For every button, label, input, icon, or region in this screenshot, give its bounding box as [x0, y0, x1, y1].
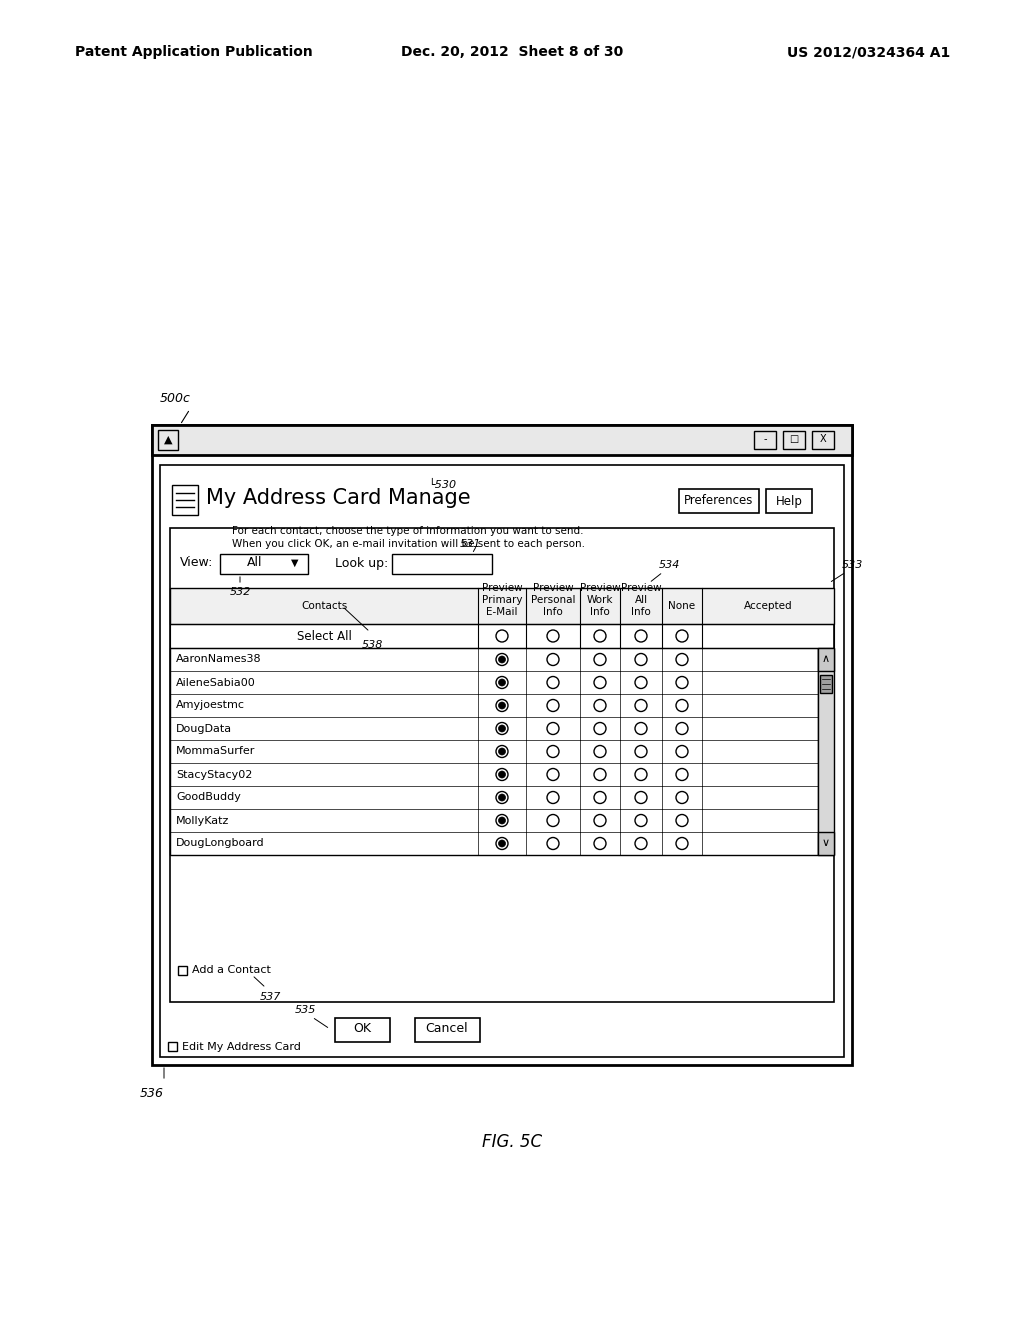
Text: For each contact, choose the type of information you want to send.: For each contact, choose the type of inf… — [232, 525, 584, 536]
Bar — [170, 648, 818, 855]
Text: Preview: Preview — [580, 583, 621, 593]
Text: AaronNames38: AaronNames38 — [176, 655, 261, 664]
Text: FIG. 5C: FIG. 5C — [482, 1133, 542, 1151]
Text: □: □ — [790, 434, 799, 444]
Circle shape — [499, 725, 506, 733]
Bar — [754, 432, 776, 449]
Text: MommaSurfer: MommaSurfer — [176, 747, 255, 756]
Bar — [818, 648, 834, 671]
Text: 535: 535 — [295, 1005, 316, 1015]
Text: 536: 536 — [140, 1086, 164, 1100]
Text: Preview: Preview — [481, 583, 522, 593]
Circle shape — [499, 678, 506, 686]
Text: 533: 533 — [842, 560, 863, 570]
Text: Personal
Info: Personal Info — [530, 595, 575, 616]
Text: 500c: 500c — [160, 392, 190, 405]
Text: Edit My Address Card: Edit My Address Card — [182, 1041, 301, 1052]
Text: 534: 534 — [659, 560, 680, 570]
Circle shape — [499, 748, 506, 755]
Bar — [158, 430, 178, 450]
Text: Accepted: Accepted — [743, 601, 793, 611]
Text: None: None — [669, 601, 695, 611]
Bar — [170, 587, 834, 624]
Bar — [679, 488, 759, 513]
Text: Add a Contact: Add a Contact — [193, 965, 271, 975]
Circle shape — [499, 656, 506, 663]
Text: DougLongboard: DougLongboard — [176, 838, 264, 849]
Text: Patent Application Publication: Patent Application Publication — [75, 45, 312, 59]
Text: StacyStacy02: StacyStacy02 — [176, 770, 252, 780]
Text: Preview: Preview — [621, 583, 662, 593]
Text: Dec. 20, 2012  Sheet 8 of 30: Dec. 20, 2012 Sheet 8 of 30 — [400, 45, 624, 59]
Text: ∨: ∨ — [822, 838, 830, 849]
Text: 532: 532 — [230, 587, 251, 597]
Text: View:: View: — [180, 557, 213, 569]
Text: Amyjoestmc: Amyjoestmc — [176, 701, 245, 710]
Text: All
Info: All Info — [631, 595, 651, 616]
Bar — [172, 484, 198, 515]
Bar — [812, 432, 834, 449]
Circle shape — [499, 795, 506, 801]
Text: Help: Help — [775, 495, 803, 507]
Bar — [160, 465, 844, 1057]
Text: 537: 537 — [260, 993, 282, 1002]
Text: Primary
E-Mail: Primary E-Mail — [481, 595, 522, 616]
Bar — [170, 528, 834, 1002]
Circle shape — [499, 771, 506, 777]
Circle shape — [499, 702, 506, 709]
Bar — [178, 966, 187, 975]
Text: GoodBuddy: GoodBuddy — [176, 792, 241, 803]
Text: All: All — [247, 557, 263, 569]
Text: US 2012/0324364 A1: US 2012/0324364 A1 — [786, 45, 950, 59]
Text: Cancel: Cancel — [426, 1023, 468, 1035]
Text: 531: 531 — [460, 539, 481, 549]
Bar — [168, 1041, 177, 1051]
Bar — [818, 832, 834, 855]
Bar — [170, 624, 834, 648]
Text: Preferences: Preferences — [684, 495, 754, 507]
Bar — [818, 648, 834, 855]
Text: When you click OK, an e-mail invitation will be sent to each person.: When you click OK, an e-mail invitation … — [232, 539, 585, 549]
Text: DougData: DougData — [176, 723, 232, 734]
Text: 538: 538 — [362, 640, 383, 649]
Text: X: X — [819, 434, 826, 444]
Text: Preview: Preview — [532, 583, 573, 593]
Bar — [415, 1018, 480, 1041]
Bar — [220, 554, 308, 574]
Text: My Address Card Manage: My Address Card Manage — [206, 488, 471, 508]
Text: └530: └530 — [428, 480, 456, 490]
Bar — [820, 675, 831, 693]
Text: ∧: ∧ — [822, 655, 830, 664]
Text: ▲: ▲ — [164, 436, 172, 445]
Bar — [392, 554, 492, 574]
Text: AileneSabia00: AileneSabia00 — [176, 677, 256, 688]
Circle shape — [499, 817, 506, 824]
Bar — [766, 488, 812, 513]
Text: Select All: Select All — [297, 630, 351, 643]
Bar — [152, 425, 852, 1065]
Text: Look up:: Look up: — [335, 557, 388, 569]
Text: MollyKatz: MollyKatz — [176, 816, 229, 825]
Text: OK: OK — [353, 1023, 371, 1035]
Text: ▼: ▼ — [291, 558, 299, 568]
Bar — [783, 432, 805, 449]
Text: Work
Info: Work Info — [587, 595, 613, 616]
Text: Contacts: Contacts — [301, 601, 347, 611]
Bar — [335, 1018, 390, 1041]
Text: -: - — [763, 434, 767, 444]
Circle shape — [499, 840, 506, 847]
Bar — [152, 425, 852, 455]
